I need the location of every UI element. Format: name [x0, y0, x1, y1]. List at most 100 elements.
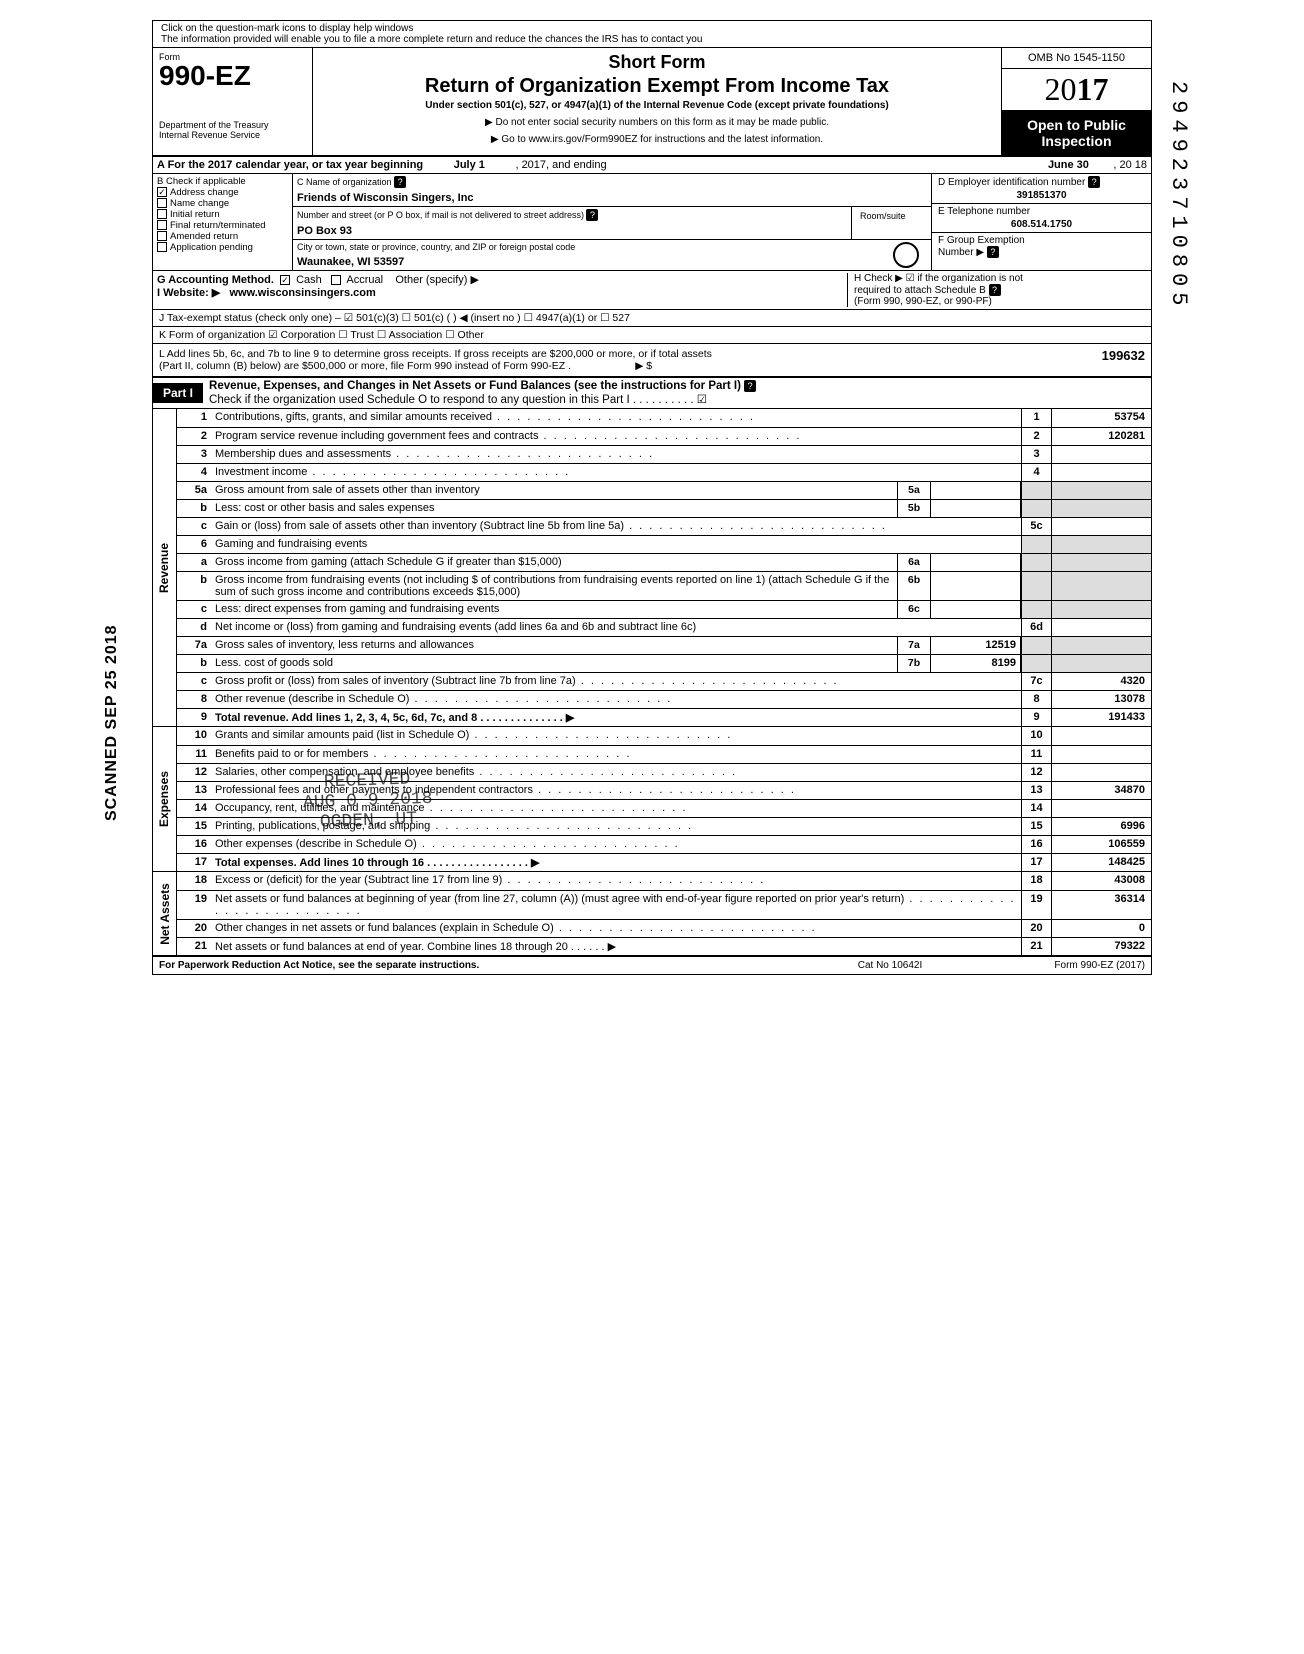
chk-initial-return[interactable]: Initial return — [157, 209, 288, 220]
open-public: Open to Public Inspection — [1002, 111, 1151, 155]
line-16-value: 106559 — [1051, 836, 1151, 853]
line-8-desc: Other revenue (describe in Schedule O) — [211, 691, 1021, 708]
line-a-calendar-year: A For the 2017 calendar year, or tax yea… — [153, 157, 1151, 174]
col-b-checkboxes: B Check if applicable Address change Nam… — [153, 174, 293, 270]
line-9-value: 191433 — [1051, 709, 1151, 726]
line-g-accounting: G Accounting Method. Cash Accrual Other … — [153, 270, 1151, 310]
line-11-desc: Benefits paid to or for members — [211, 746, 1021, 763]
help-icon[interactable]: ? — [744, 380, 756, 392]
line-15-value: 6996 — [1051, 818, 1151, 835]
chk-name-change[interactable]: Name change — [157, 198, 288, 209]
line-6d-value — [1051, 619, 1151, 636]
form-990ez-page: 294923710805 SCANNED SEP 25 2018 Click o… — [152, 20, 1152, 975]
col-def-ids: D Employer identification number ? 39185… — [931, 174, 1151, 270]
line-13-value: 34870 — [1051, 782, 1151, 799]
line-6b-value — [931, 572, 1021, 600]
line-18-desc: Excess or (deficit) for the year (Subtra… — [211, 872, 1021, 890]
help-icon[interactable]: ? — [989, 284, 1001, 296]
tel-value: 608.514.1750 — [938, 219, 1145, 230]
line-5b-value — [931, 500, 1021, 517]
line-17-desc: Total expenses. Add lines 10 through 16 … — [211, 854, 1021, 871]
line-j: J Tax-exempt status (check only one) – ☑… — [153, 310, 1151, 327]
chk-accrual[interactable] — [331, 275, 341, 285]
part1-title: Revenue, Expenses, and Changes in Net As… — [209, 380, 741, 392]
line-21-value: 79322 — [1051, 938, 1151, 955]
line-2-value: 120281 — [1051, 428, 1151, 445]
line-6d-desc: Net income or (loss) from gaming and fun… — [211, 619, 1021, 636]
form-revision: Form 990-EZ (2017) — [965, 960, 1145, 971]
subtitle: Under section 501(c), 527, or 4947(a)(1)… — [321, 100, 993, 111]
line-6-desc: Gaming and fundraising events — [211, 536, 1021, 553]
line-4-value — [1051, 464, 1151, 481]
line-4-desc: Investment income — [211, 464, 1021, 481]
org-name: Friends of Wisconsin Singers, Inc — [293, 190, 931, 206]
line-7c-desc: Gross profit or (loss) from sales of inv… — [211, 673, 1021, 690]
line-5a-value — [931, 482, 1021, 499]
part1-tag: Part I — [153, 383, 203, 403]
line-6c-desc: Less: direct expenses from gaming and fu… — [211, 601, 897, 618]
line-a-text: A For the 2017 calendar year, or tax yea… — [157, 159, 423, 171]
group-exempt-num: Number ▶ — [938, 247, 984, 258]
line-11-value — [1051, 746, 1151, 763]
header-title-block: Short Form Return of Organization Exempt… — [313, 48, 1001, 155]
chk-application-pending[interactable]: Application pending — [157, 242, 288, 253]
chk-cash[interactable] — [280, 275, 290, 285]
hand-mark-icon — [893, 242, 919, 268]
line-10-value — [1051, 727, 1151, 745]
chk-address-change[interactable]: Address change — [157, 187, 288, 198]
line-2-desc: Program service revenue including govern… — [211, 428, 1021, 445]
help-icon[interactable]: ? — [586, 209, 598, 221]
revenue-side-label: Revenue — [153, 409, 177, 726]
name-label: C Name of organization — [297, 177, 392, 187]
help-icon[interactable]: ? — [1088, 176, 1100, 188]
chk-final-return[interactable]: Final return/terminated — [157, 220, 288, 231]
entity-block: B Check if applicable Address change Nam… — [153, 174, 1151, 270]
line-h-3: (Form 990, 990-EZ, or 990-PF) — [854, 296, 1147, 307]
city-label: City or town, state or province, country… — [293, 240, 891, 254]
open-line1: Open to Public — [1004, 117, 1149, 133]
line-a-end: June 30 — [1048, 159, 1089, 171]
line-5c-desc: Gain or (loss) from sale of assets other… — [211, 518, 1021, 535]
line-l-text1: L Add lines 5b, 6c, and 7b to line 9 to … — [159, 348, 995, 360]
line-17-value: 148425 — [1051, 854, 1151, 871]
line-7b-value: 8199 — [931, 655, 1021, 672]
col-c-name-addr: C Name of organization ? Friends of Wisc… — [293, 174, 931, 270]
line-5b-desc: Less: cost or other basis and sales expe… — [211, 500, 897, 517]
cat-number: Cat No 10642I — [815, 960, 965, 971]
help-icon[interactable]: ? — [987, 246, 999, 258]
line-8-value: 13078 — [1051, 691, 1151, 708]
line-7c-value: 4320 — [1051, 673, 1151, 690]
line-9-desc: Total revenue. Add lines 1, 2, 3, 4, 5c,… — [211, 709, 1021, 726]
short-form-label: Short Form — [321, 52, 993, 73]
return-title: Return of Organization Exempt From Incom… — [321, 75, 993, 98]
header-left: Form 990-EZ Department of the Treasury I… — [153, 48, 313, 155]
line-14-desc: Occupancy, rent, utilities, and maintena… — [211, 800, 1021, 817]
line-20-desc: Other changes in net assets or fund bala… — [211, 920, 1021, 937]
group-exempt-label: F Group Exemption — [938, 235, 1025, 246]
line-5c-value — [1051, 518, 1151, 535]
chk-amended[interactable]: Amended return — [157, 231, 288, 242]
paperwork-notice: For Paperwork Reduction Act Notice, see … — [159, 960, 815, 971]
line-16-desc: Other expenses (describe in Schedule O) — [211, 836, 1021, 853]
part1-header: Part I Revenue, Expenses, and Changes in… — [153, 378, 1151, 409]
website-value: www.wisconsinsingers.com — [229, 287, 375, 299]
line-l-amount: 199632 — [1001, 344, 1151, 376]
form-header: Form 990-EZ Department of the Treasury I… — [153, 48, 1151, 157]
line-a-mid: , 2017, and ending — [515, 159, 606, 171]
goto-url: ▶ Go to www.irs.gov/Form990EZ for instru… — [321, 134, 993, 145]
line-19-value: 36314 — [1051, 891, 1151, 919]
hint-line-2: The information provided will enable you… — [161, 34, 1143, 45]
addr-label: Number and street (or P O box, if mail i… — [297, 210, 584, 220]
line-l-arrow: ▶ $ — [635, 360, 652, 372]
line-6b-desc: Gross income from fundraising events (no… — [211, 572, 897, 600]
line-18-value: 43008 — [1051, 872, 1151, 890]
line-21-desc: Net assets or fund balances at end of ye… — [211, 938, 1021, 955]
street-address: PO Box 93 — [293, 223, 851, 239]
line-1-value: 53754 — [1051, 409, 1151, 427]
line-13-desc: Professional fees and other payments to … — [211, 782, 1021, 799]
header-right: OMB No 1545-1150 2017 Open to Public Ins… — [1001, 48, 1151, 155]
help-icon[interactable]: ? — [394, 176, 406, 188]
open-line2: Inspection — [1004, 133, 1149, 149]
line-20-value: 0 — [1051, 920, 1151, 937]
netassets-side-label: Net Assets — [153, 872, 177, 955]
